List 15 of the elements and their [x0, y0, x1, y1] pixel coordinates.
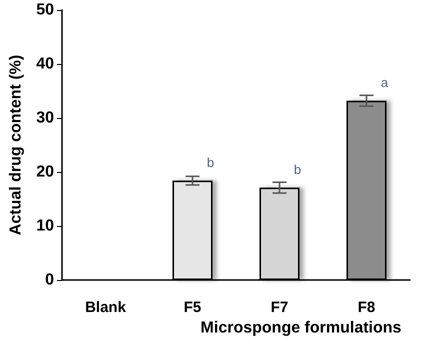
x-axis-title: Microsponge formulations — [200, 319, 402, 336]
y-tick-label: 20 — [36, 164, 54, 180]
x-tick-label: Blank — [85, 299, 127, 316]
y-tick-label: 30 — [36, 110, 54, 126]
annotation: b — [294, 162, 302, 178]
y-tick-label: 40 — [36, 56, 54, 72]
y-tick-label: 10 — [36, 218, 54, 234]
x-tick-label: F8 — [358, 299, 376, 316]
x-tick-label: F5 — [184, 299, 202, 316]
y-axis-title: Actual drug content (%) — [8, 54, 24, 236]
annotation: a — [380, 75, 389, 90]
y-tick-label: 0 — [45, 272, 54, 288]
x-tick-label: F7 — [270, 299, 288, 316]
y-tick-label: 50 — [36, 2, 54, 18]
annotation: b — [206, 155, 214, 170]
